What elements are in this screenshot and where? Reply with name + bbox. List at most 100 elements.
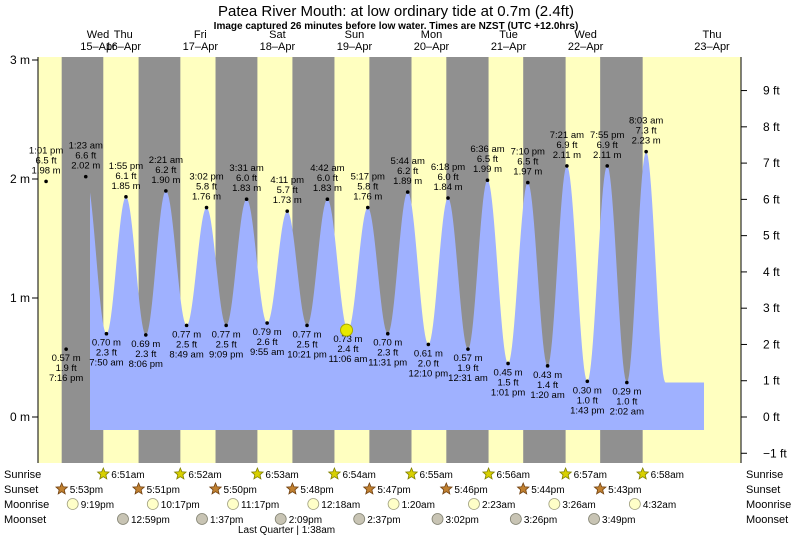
low-tide-point <box>625 380 629 385</box>
low-tide-label: 1.0 ft <box>616 396 637 407</box>
low-tide-label: 0.70 m <box>373 338 402 349</box>
sunset-icon <box>131 481 146 495</box>
high-tide-point <box>365 205 370 210</box>
y-tick-label-right: 4 ft <box>763 265 780 279</box>
date-label: 20–Apr <box>414 41 450 53</box>
low-tide-label: 2.3 ft <box>377 348 398 359</box>
low-tide-label: 2.3 ft <box>135 349 156 360</box>
date-label: 15–Apr <box>80 41 116 53</box>
sunset-icon <box>593 481 607 495</box>
low-tide-label: 0.57 m <box>52 353 81 364</box>
low-tide-label: 2.3 ft <box>96 348 117 359</box>
low-tide-point <box>426 342 431 347</box>
moonset-time: 2:09pm <box>289 515 322 526</box>
low-tide-label: 12:31 am <box>448 373 488 384</box>
day-label: Tue <box>499 29 518 41</box>
low-tide-point <box>305 323 309 328</box>
high-tide-label: 1:55 pm <box>109 161 143 172</box>
sunrise-time: 6:53am <box>265 470 298 481</box>
low-tide-point <box>385 331 390 336</box>
y-tick-label-left: 3 m <box>10 53 30 67</box>
low-tide-label: 0.57 m <box>453 353 482 364</box>
sunrise-icon <box>173 466 187 480</box>
low-tide-label: 7:16 pm <box>49 373 83 384</box>
high-tide-label: 1.84 m <box>434 182 463 193</box>
moonrise-icon <box>227 498 239 510</box>
y-tick-label-right: 9 ft <box>763 84 780 98</box>
high-tide-label: 7:55 pm <box>590 130 624 141</box>
tide-area <box>90 151 704 430</box>
high-tide-label: 4:11 pm <box>270 175 304 186</box>
low-tide-label: 0.70 m <box>92 338 121 349</box>
date-label: 22–Apr <box>568 41 604 53</box>
low-tide-label: 2.5 ft <box>296 339 317 350</box>
day-label: Wed <box>574 29 596 41</box>
moonset-icon <box>274 513 287 525</box>
low-tide-point <box>265 321 269 325</box>
sunrise-icon <box>327 466 342 480</box>
sunrise-icon <box>250 466 265 480</box>
chart-title: Patea River Mouth: at low ordinary tide … <box>218 3 574 20</box>
low-tide-label: 7:50 am <box>89 358 123 369</box>
day-label: Sun <box>345 29 365 41</box>
axes: 3 m 2 m 1 m 0 m 9 ft 8 ft 7 ft 6 ft 5 ft 4 ft 3 ft… <box>10 53 787 463</box>
high-tide-point <box>405 190 410 194</box>
low-tide-point <box>585 379 590 384</box>
high-tide-label: 6.5 ft <box>517 157 538 168</box>
moonset-time: 12:59pm <box>131 515 170 526</box>
high-tide-point <box>204 205 209 210</box>
low-tide-label: 0.45 m <box>494 367 523 378</box>
high-tide-label: 7.3 ft <box>636 126 657 137</box>
sunset-time: 5:46pm <box>454 485 487 496</box>
date-label: 23–Apr <box>694 41 730 53</box>
sunrise-time: 6:58am <box>651 470 684 481</box>
sunset-time: 5:43pm <box>608 485 641 496</box>
sunset-icon <box>362 481 377 495</box>
low-tide-label: 0.77 m <box>212 329 241 340</box>
date-label: 16–Apr <box>106 41 142 53</box>
high-tide-label: 1:01 pm <box>29 145 63 156</box>
high-tide-point <box>644 149 648 154</box>
high-tide-point <box>485 178 490 182</box>
sunrise-icon <box>558 466 573 480</box>
tide-labels: 1:01 pm6.5 ft1.98 m0.57 m1.9 ft7:16 pm1:… <box>29 116 663 418</box>
low-tide-label: 1.9 ft <box>56 363 77 374</box>
high-tide-label: 6.6 ft <box>75 151 96 162</box>
low-tide-label: 0.61 m <box>414 348 443 359</box>
high-tide-point <box>325 197 330 202</box>
low-tide-label: 1.4 ft <box>537 380 558 391</box>
high-tide-label: 1.83 m <box>232 183 261 194</box>
sunrise-time: 6:51am <box>111 470 144 481</box>
y-tick-label-left: 2 m <box>10 172 30 186</box>
high-tide-point <box>124 195 128 199</box>
high-tide-label: 1.76 m <box>353 192 382 203</box>
moonset-row-label-right: Moonset <box>746 514 788 526</box>
high-tide-label: 1.76 m <box>192 192 221 203</box>
moonrise-row-label-left: Moonrise <box>4 499 49 511</box>
low-tide-label: 0.77 m <box>172 329 201 340</box>
day-label: Thu <box>114 29 133 41</box>
high-tide-label: 1.90 m <box>151 175 180 186</box>
high-tide-label: 6:36 am <box>470 144 504 155</box>
low-tide-label: 2.0 ft <box>418 358 439 369</box>
high-tide-label: 1.97 m <box>513 167 542 178</box>
y-tick-label-right: 2 ft <box>763 337 780 351</box>
day-label: Wed <box>87 29 109 41</box>
y-tick-label-left: 0 m <box>10 410 30 424</box>
high-tide-label: 7:10 pm <box>511 147 545 158</box>
moonset-icon <box>588 513 600 525</box>
high-tide-point <box>446 196 450 200</box>
sunrise-icon <box>96 466 110 480</box>
low-tide-label: 1.0 ft <box>577 395 598 406</box>
date-label: 21–Apr <box>491 41 527 53</box>
sunset-icon <box>208 481 223 495</box>
low-tide-label: 1:20 am <box>530 390 564 401</box>
moonrise-time: 9:19pm <box>81 500 114 511</box>
high-tide-label: 1.85 m <box>111 181 140 192</box>
high-tide-label: 2.11 m <box>593 150 621 161</box>
low-tide-label: 0.79 m <box>253 327 282 338</box>
sunrise-time: 6:56am <box>497 470 530 481</box>
high-tide-point <box>605 164 610 168</box>
y-tick-label-right: 6 ft <box>763 192 780 206</box>
date-label: 18–Apr <box>260 41 296 53</box>
